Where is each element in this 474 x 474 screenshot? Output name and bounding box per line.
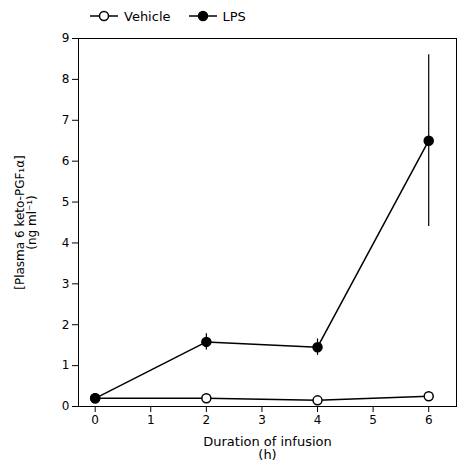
svg-text:5: 5 xyxy=(369,413,377,427)
svg-text:0: 0 xyxy=(91,413,99,427)
svg-text:3: 3 xyxy=(62,277,70,291)
svg-text:2: 2 xyxy=(203,413,211,427)
html-text:Vehicle: Vehicle xyxy=(124,8,171,24)
svg-text:2: 2 xyxy=(62,318,70,332)
html-text:LPS: LPS xyxy=(222,8,246,24)
svg-text:[Plasma 6 keto-PGF₁α](ng ml⁻¹): [Plasma 6 keto-PGF₁α](ng ml⁻¹) xyxy=(13,155,39,290)
svg-text:4: 4 xyxy=(314,413,322,427)
svg-text:6: 6 xyxy=(62,154,70,168)
svg-text:1: 1 xyxy=(62,358,70,372)
svg-text:7: 7 xyxy=(62,113,70,127)
svg-text:1: 1 xyxy=(147,413,155,427)
svg-text:Duration of infusion(h): Duration of infusion(h) xyxy=(203,434,332,462)
svg-text:5: 5 xyxy=(62,195,70,209)
svg-text:6: 6 xyxy=(425,413,433,427)
svg-text:0: 0 xyxy=(62,399,70,413)
svg-text:3: 3 xyxy=(258,413,266,427)
svg-text:4: 4 xyxy=(62,236,70,250)
svg-text:8: 8 xyxy=(62,72,70,86)
svg-text:9: 9 xyxy=(62,31,70,45)
